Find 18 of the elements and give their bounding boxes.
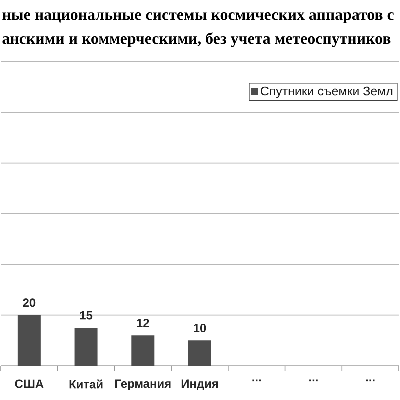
data-label: 10 <box>194 324 206 332</box>
x-tick-label: ... <box>366 380 375 382</box>
bar <box>188 340 212 366</box>
bar <box>18 315 41 366</box>
chart-title: ные национальные системы космических аппаратов с <box>2 12 394 24</box>
chart-subtitle: анскими и коммерческими, без учета метеоспутников <box>2 32 391 48</box>
data-label: 15 <box>80 311 93 320</box>
x-tick-label: ... <box>310 380 318 382</box>
data-label: 20 <box>23 298 36 308</box>
x-tick-label: ... <box>252 380 262 382</box>
x-tick-label: Индия <box>182 380 218 390</box>
x-tick-label: Германия <box>116 380 171 390</box>
bar <box>74 328 98 366</box>
x-tick-label: Китай <box>70 380 103 389</box>
legend-label: Спутники съемки Земл <box>261 86 393 98</box>
data-label: 12 <box>137 319 150 328</box>
bar <box>132 336 155 366</box>
x-tick-label: США <box>15 380 44 388</box>
